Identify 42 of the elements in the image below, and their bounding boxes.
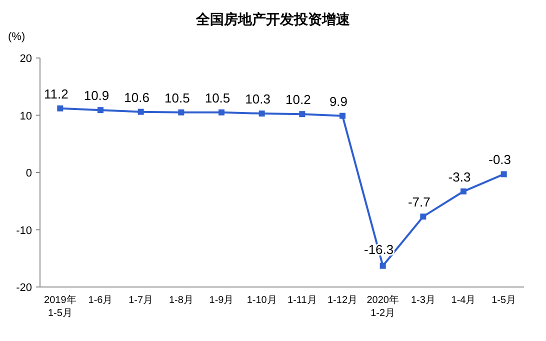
point [178,109,184,116]
point [340,112,346,119]
data-label: 10.6 [124,90,150,105]
y-tick-label: 0 [26,168,32,180]
x-tick-label: 1-7月 [128,295,154,306]
point [299,111,306,118]
x-tick-label: 1-10月 [246,295,277,306]
x-tick-label: 1-5月 [492,295,516,306]
x-tick-label: 2019年 1-5月 [44,294,76,319]
x-tick-label: 1-3月 [410,295,436,306]
x-tick-label: 1-8月 [168,295,194,306]
data-label: 10.3 [245,92,270,107]
data-label: -7.7 [408,194,430,210]
x-tick-label: 1-4月 [451,295,476,306]
data-label: 10.5 [164,90,190,106]
y-tick-label: -20 [16,282,32,294]
y-tick-label: 20 [20,53,32,65]
data-label: 10.5 [204,90,230,106]
point [420,214,426,220]
data-label: -3.3 [448,169,471,184]
point [57,105,64,112]
x-tick-label: 1-11月 [288,295,317,306]
point [218,109,224,116]
data-label: 11.2 [44,86,68,102]
data-label: 10.2 [286,92,311,108]
point [98,107,104,114]
x-tick-label: 1-12月 [327,295,358,306]
x-tick-label: 1-6月 [88,295,113,306]
point [500,171,507,178]
point [460,188,466,194]
data-label: 10.9 [84,88,110,104]
data-label: -0.3 [488,152,512,168]
x-tick-label: 1-9月 [209,295,234,306]
y-tick-label: -10 [16,224,32,237]
chart-title: 全国房地产开发投资增速 [195,11,351,27]
point [380,262,386,269]
point [258,110,265,117]
x-tick-label: 2020年 1-2月 [366,294,399,319]
point [138,108,144,115]
data-label: 9.9 [329,94,348,109]
y-axis-title: (%) [8,31,26,43]
y-tick-label: 10 [20,110,32,122]
